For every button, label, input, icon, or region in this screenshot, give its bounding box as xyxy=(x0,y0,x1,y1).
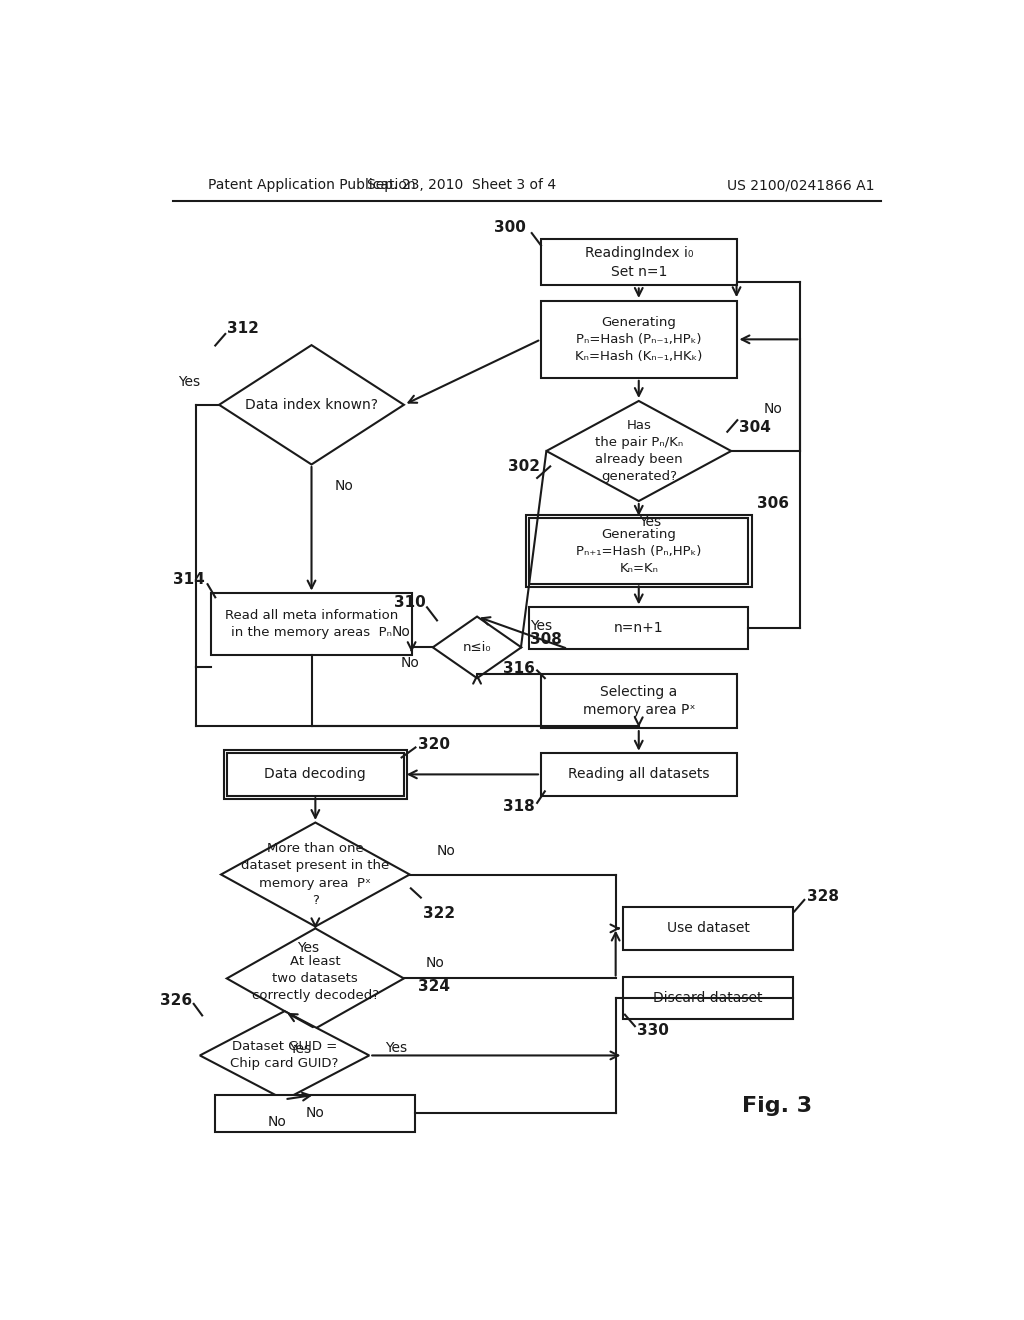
Bar xyxy=(211,594,412,655)
Text: Patent Application Publication: Patent Application Publication xyxy=(208,178,415,193)
Text: 316: 316 xyxy=(503,660,535,676)
Text: Dataset GUID =
Chip card GUID?: Dataset GUID = Chip card GUID? xyxy=(230,1040,339,1071)
Text: No: No xyxy=(335,479,353,494)
Text: Generating
Pₙ=Hash (Pₙ₋₁,HPₖ)
Kₙ=Hash (Kₙ₋₁,HKₖ): Generating Pₙ=Hash (Pₙ₋₁,HPₖ) Kₙ=Hash (K… xyxy=(575,315,702,363)
Text: No: No xyxy=(436,845,455,858)
Text: n=n+1: n=n+1 xyxy=(614,622,664,635)
Text: Data index known?: Data index known? xyxy=(245,397,378,412)
Bar xyxy=(226,754,403,796)
Polygon shape xyxy=(226,928,403,1028)
Bar xyxy=(529,607,749,649)
Text: 314: 314 xyxy=(173,572,205,587)
Text: 328: 328 xyxy=(807,888,839,904)
Text: Selecting a
memory area Pˣ: Selecting a memory area Pˣ xyxy=(583,685,695,718)
Text: 326: 326 xyxy=(160,993,193,1007)
Text: 300: 300 xyxy=(494,220,525,235)
Text: 330: 330 xyxy=(637,1023,669,1038)
Bar xyxy=(529,519,749,583)
Text: 304: 304 xyxy=(739,420,771,436)
Bar xyxy=(541,675,737,729)
Text: 322: 322 xyxy=(423,906,456,920)
Text: At least
two datasets
correctly decoded?: At least two datasets correctly decoded? xyxy=(252,954,379,1002)
Bar xyxy=(541,754,737,796)
Bar xyxy=(223,750,407,799)
Text: 310: 310 xyxy=(393,595,425,610)
Text: 324: 324 xyxy=(418,978,450,994)
Text: More than one
dataset present in the
memory area  Pˣ
?: More than one dataset present in the mem… xyxy=(242,842,389,907)
Text: No: No xyxy=(267,1114,287,1129)
Text: Discard dataset: Discard dataset xyxy=(653,991,763,1005)
Text: Sep. 23, 2010  Sheet 3 of 4: Sep. 23, 2010 Sheet 3 of 4 xyxy=(367,178,556,193)
Text: No: No xyxy=(425,956,444,970)
Text: 302: 302 xyxy=(508,459,540,474)
Bar xyxy=(215,1094,416,1131)
Text: Yes: Yes xyxy=(289,1043,311,1056)
Polygon shape xyxy=(547,401,731,502)
Text: Yes: Yes xyxy=(639,515,662,529)
Bar xyxy=(624,907,793,949)
Text: Yes: Yes xyxy=(297,941,318,956)
Text: Reading all datasets: Reading all datasets xyxy=(568,767,710,781)
Text: Use dataset: Use dataset xyxy=(667,921,750,936)
Polygon shape xyxy=(219,345,403,465)
Text: Yes: Yes xyxy=(530,619,552,632)
Text: No: No xyxy=(764,401,783,416)
Text: 308: 308 xyxy=(530,632,562,647)
Text: Generating
Pₙ₊₁=Hash (Pₙ,HPₖ)
Kₙ=Kₙ: Generating Pₙ₊₁=Hash (Pₙ,HPₖ) Kₙ=Kₙ xyxy=(577,528,701,574)
Text: n≤i₀: n≤i₀ xyxy=(463,640,492,653)
Text: No: No xyxy=(400,656,419,669)
Text: Fig. 3: Fig. 3 xyxy=(742,1096,812,1115)
Text: 306: 306 xyxy=(758,496,790,511)
Text: Data decoding: Data decoding xyxy=(264,767,367,781)
Text: 312: 312 xyxy=(226,321,259,337)
Bar xyxy=(624,977,793,1019)
Polygon shape xyxy=(200,1011,370,1100)
Text: ReadingIndex i₀
Set n=1: ReadingIndex i₀ Set n=1 xyxy=(585,246,693,279)
Polygon shape xyxy=(221,822,410,927)
Text: 320: 320 xyxy=(418,737,450,752)
Polygon shape xyxy=(433,616,521,678)
Text: US 2100/0241866 A1: US 2100/0241866 A1 xyxy=(727,178,874,193)
Bar xyxy=(541,301,737,378)
Text: 318: 318 xyxy=(503,799,535,814)
Text: Has
the pair Pₙ/Kₙ
already been
generated?: Has the pair Pₙ/Kₙ already been generate… xyxy=(595,418,683,483)
Text: Yes: Yes xyxy=(178,375,200,388)
Bar xyxy=(526,515,752,587)
Text: Yes: Yes xyxy=(385,1040,407,1055)
Text: Read all meta information
in the memory areas  Pₙ: Read all meta information in the memory … xyxy=(225,610,398,639)
Text: No: No xyxy=(306,1106,325,1121)
Text: No: No xyxy=(391,624,410,639)
Bar xyxy=(541,239,737,285)
